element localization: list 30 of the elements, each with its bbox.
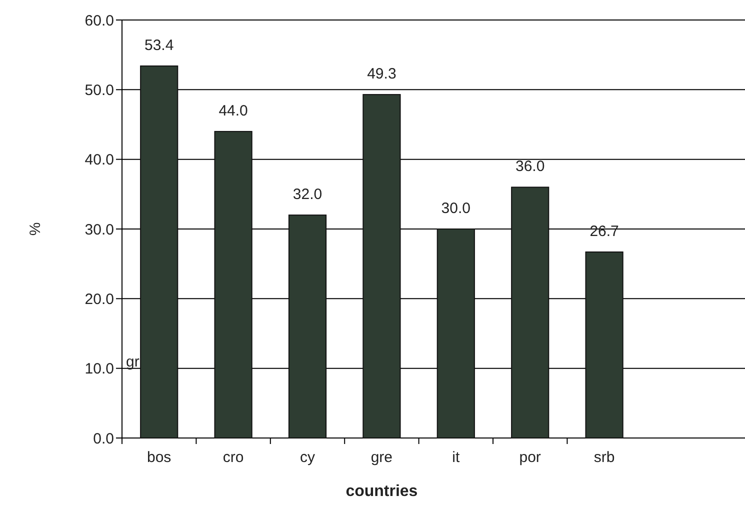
bar [436, 228, 475, 438]
x-tick-label: srb [594, 449, 615, 466]
bar [288, 214, 327, 438]
bar [511, 186, 550, 438]
annotation: gr [126, 353, 140, 370]
y-tick-label: 20.0 [84, 290, 114, 308]
y-tick-label: 50.0 [84, 82, 114, 99]
data-label: 53.4 [144, 36, 174, 54]
data-label: 44.0 [218, 102, 248, 120]
bar [214, 130, 252, 438]
y-tick-label: 60.0 [84, 12, 114, 30]
x-tick-label: por [519, 449, 541, 466]
y-tick-label: 30.0 [84, 221, 114, 238]
y-axis-title: % [27, 222, 44, 236]
x-axis-title: countries [346, 483, 418, 500]
bar [140, 65, 178, 438]
y-tick-label: 10.0 [84, 360, 114, 378]
data-label: 49.3 [367, 66, 396, 83]
data-label: 30.0 [441, 200, 470, 217]
data-label: 32.0 [292, 186, 322, 204]
x-tick-label: bos [147, 449, 172, 466]
x-tick-label: it [452, 449, 460, 466]
x-tick-label: cy [300, 449, 316, 466]
y-tick-label: 0.0 [93, 430, 114, 448]
y-tick-label: 40.0 [84, 152, 114, 169]
bar [585, 251, 624, 438]
x-tick-label: cro [222, 449, 244, 466]
bar [362, 94, 401, 438]
x-tick-label: gre [370, 449, 393, 466]
data-label: 36.0 [516, 158, 545, 176]
